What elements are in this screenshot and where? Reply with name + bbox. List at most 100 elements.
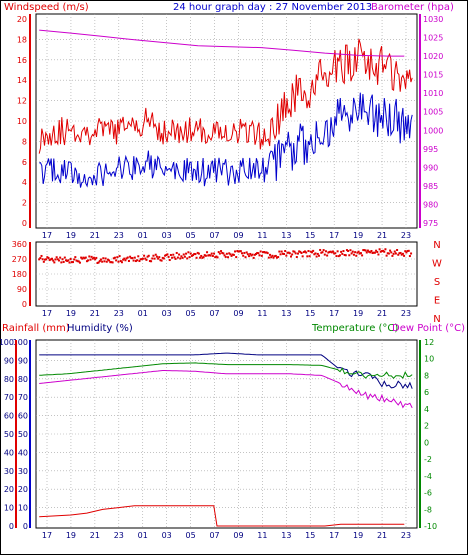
wind-direction-point: [328, 250, 331, 253]
wind-direction-point: [362, 249, 365, 252]
wind-direction-point: [333, 252, 336, 255]
series-line-barometer-hpa-: [39, 29, 405, 57]
wind-direction-point: [179, 257, 182, 260]
wind-direction-point: [136, 259, 139, 262]
wind-direction-point: [391, 254, 394, 257]
rain-x-tick-label: 11: [257, 531, 267, 540]
humidity-left2-y-tick-label: 100: [13, 338, 28, 347]
wind-direction-point: [399, 251, 402, 254]
wind-direction-point: [133, 256, 136, 259]
wind-direction-point: [70, 261, 73, 264]
temp-right-y-tick-label: -2: [424, 455, 432, 464]
direction-x-tick-label: 01: [138, 309, 148, 318]
wind-direction-point: [208, 254, 211, 257]
wind-direction-point: [242, 254, 245, 257]
wind-direction-point: [218, 252, 221, 255]
wind-direction-point: [382, 249, 385, 252]
wind-direction-point: [151, 257, 154, 260]
wind-left-y-tick-label: 20: [17, 15, 27, 24]
wind-direction-point: [357, 250, 360, 253]
wind-direction-point: [230, 254, 233, 257]
wind-direction-point: [68, 261, 71, 264]
wind-direction-point: [383, 250, 386, 253]
wind-direction-point: [378, 248, 381, 251]
baro-right-y-tick-label: 1005: [423, 108, 443, 117]
series-line-humidity-: [39, 352, 413, 389]
wind-direction-point: [376, 250, 379, 253]
wind-direction-point: [195, 256, 198, 259]
direction-x-tick-label: 19: [353, 309, 363, 318]
wind-direction-point: [57, 259, 60, 262]
wind-direction-point: [407, 249, 410, 252]
wind-direction-point: [188, 256, 191, 259]
series-line-temperature-c-: [39, 362, 413, 379]
wind-direction-point: [289, 255, 292, 258]
wind-direction-point: [183, 255, 186, 258]
series-line-dew-point-c-: [39, 370, 413, 409]
wind-direction-point: [227, 256, 230, 259]
wind-direction-point: [307, 249, 310, 252]
wind-direction-point: [320, 251, 323, 254]
wind-direction-point: [101, 260, 104, 263]
wind-direction-point: [98, 260, 101, 263]
humidity-left2-y-tick-label: 50: [18, 430, 28, 439]
wind-direction-point: [137, 255, 140, 258]
wind-direction-point: [55, 256, 58, 259]
wind-direction-point: [405, 251, 408, 254]
wind-direction-point: [129, 255, 132, 258]
wind-direction-point: [386, 252, 389, 255]
rainfall-axis-label: Rainfall (mm): [2, 323, 70, 334]
wind-direction-point: [334, 252, 337, 255]
temp-right-y-tick-label: 12: [424, 338, 434, 347]
wind-direction-point: [330, 251, 333, 254]
wind-direction-point: [75, 259, 78, 262]
direction-x-tick-label: 05: [186, 309, 196, 318]
wind-direction-point: [309, 250, 312, 253]
wind-direction-point: [410, 252, 413, 255]
wind-direction-point: [82, 256, 85, 259]
wind-direction-point: [217, 251, 220, 254]
wind-direction-point: [59, 256, 62, 259]
wind-direction-point: [234, 250, 237, 253]
direction-x-tick-label: 03: [162, 309, 172, 318]
wind-direction-point: [336, 250, 339, 253]
barometer-axis-label: Barometer (hpa): [371, 2, 454, 13]
wind-direction-point: [165, 254, 168, 257]
humidity-left2-y-tick-label: 60: [18, 412, 28, 421]
wind-direction-point: [66, 259, 69, 262]
wind-direction-point: [46, 256, 49, 259]
wind-direction-point: [171, 256, 174, 259]
wind-direction-point: [276, 256, 279, 259]
wind-direction-point: [123, 257, 126, 260]
wind-direction-point: [103, 260, 106, 263]
wind-direction-point: [298, 250, 301, 253]
temp-right-y-tick-label: -8: [424, 505, 432, 514]
temp-right-y-tick-label: -4: [424, 472, 432, 481]
wind-direction-point: [351, 250, 354, 253]
wind-direction-point: [323, 253, 326, 256]
wind-direction-point: [308, 255, 311, 258]
rain-x-tick-label: 23: [401, 531, 411, 540]
wind-direction-point: [286, 251, 289, 254]
wind-direction-point: [211, 254, 214, 257]
wind-direction-point: [241, 252, 244, 255]
wind-direction-point: [53, 261, 56, 264]
wind-direction-point: [176, 256, 179, 259]
wind-direction-point: [131, 257, 134, 260]
wind-direction-point: [408, 255, 411, 258]
wind-direction-point: [239, 250, 242, 253]
baro-right-y-tick-label: 985: [423, 182, 438, 191]
wind-direction-point: [119, 260, 122, 263]
rain-x-tick-label: 03: [162, 531, 172, 540]
wind-direction-point: [81, 257, 84, 260]
humidity-axis-label: Humidity (%): [67, 323, 133, 334]
wind-direction-point: [56, 258, 59, 261]
wind-direction-point: [145, 258, 148, 261]
wind-direction-point: [91, 257, 94, 260]
humidity-left-y-tick-label: 100: [0, 338, 14, 347]
wind-direction-point: [387, 252, 390, 255]
wind-direction-point: [148, 260, 151, 263]
wind-direction-point: [62, 260, 65, 263]
wind-direction-point: [327, 251, 330, 254]
wind-direction-point: [180, 255, 183, 258]
